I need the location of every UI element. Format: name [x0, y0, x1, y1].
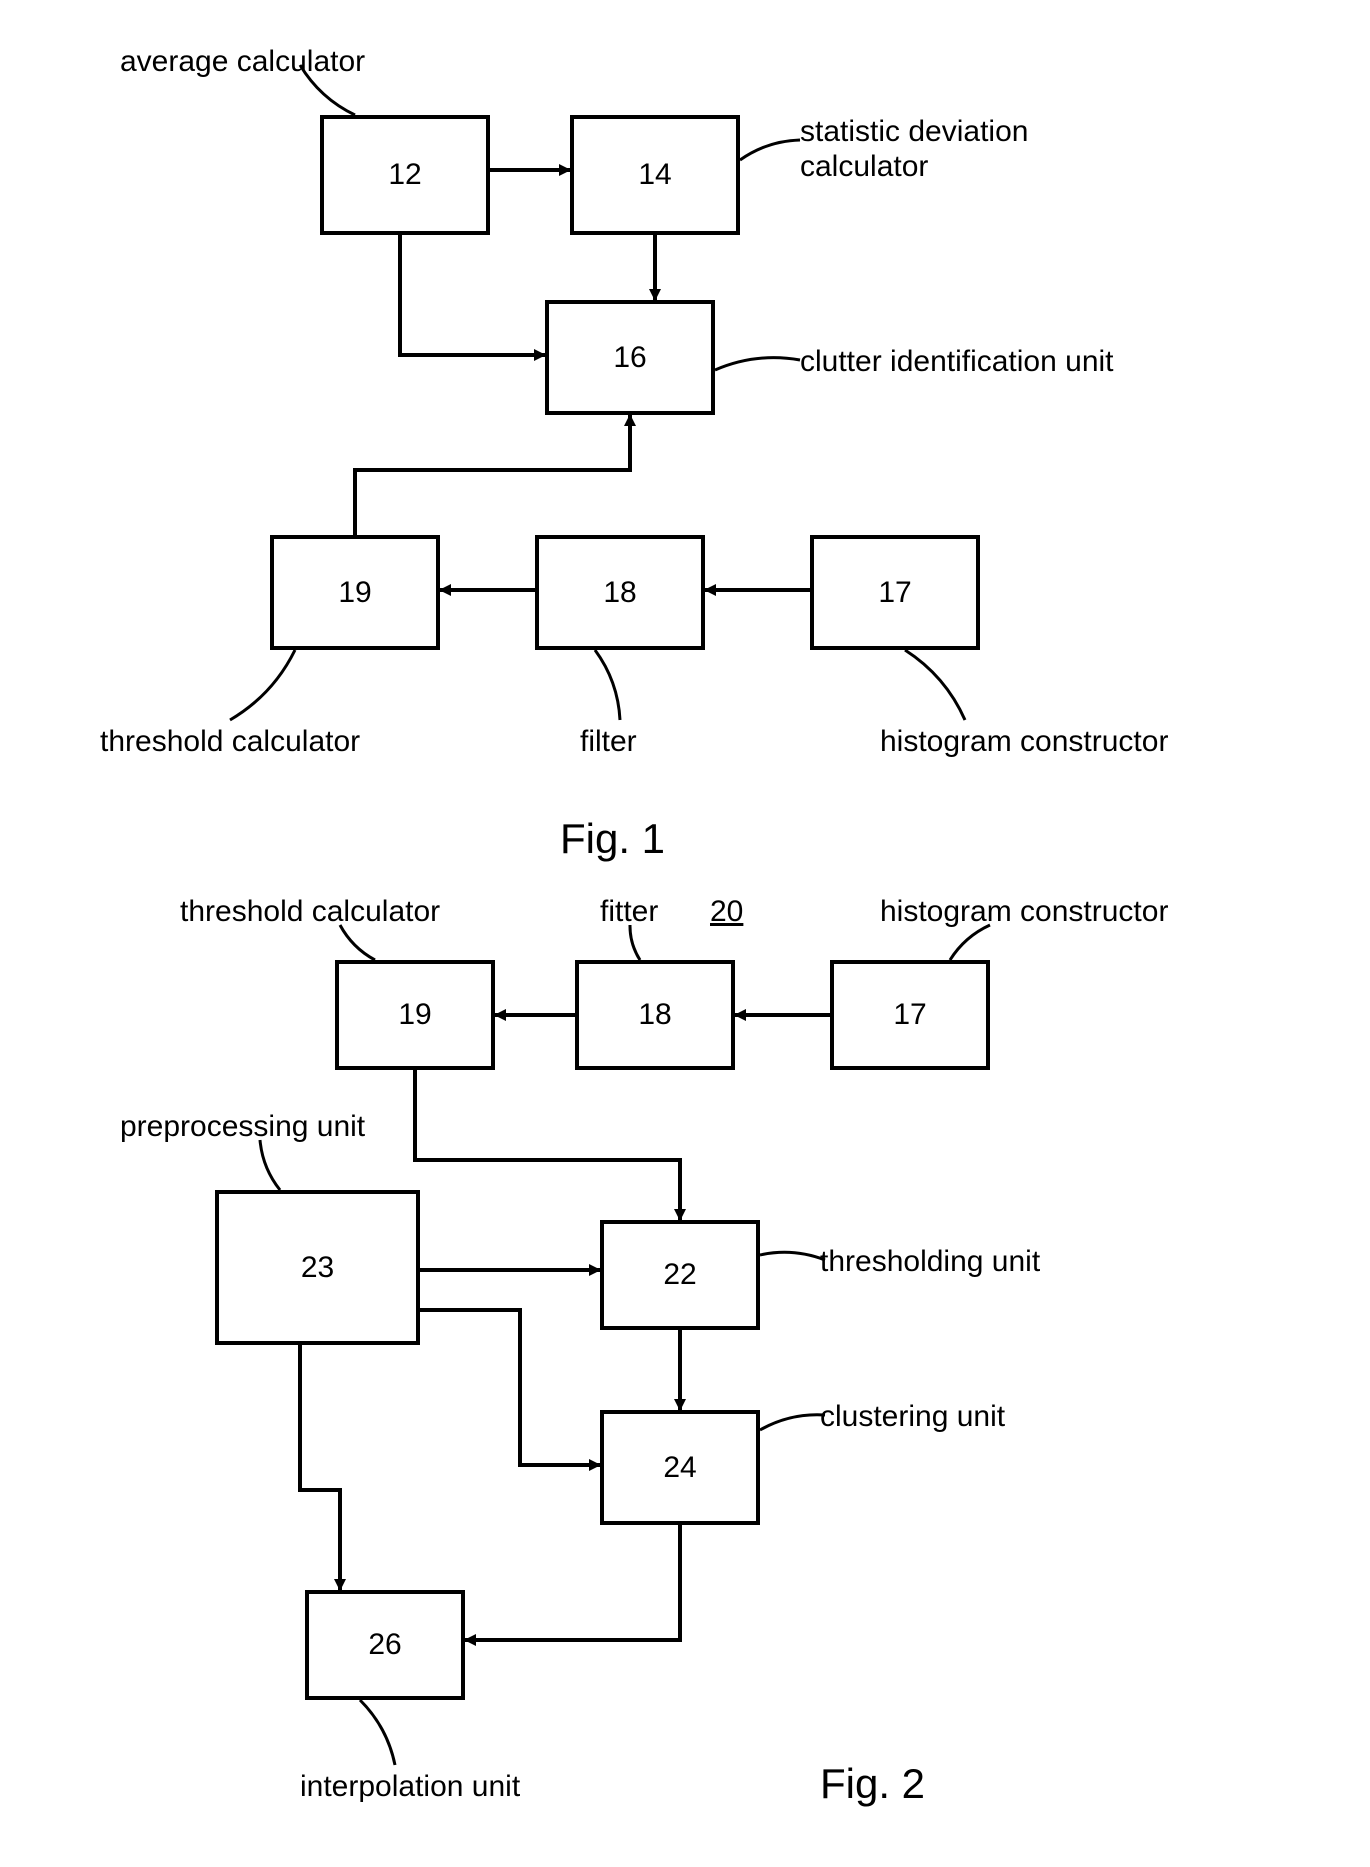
box-16: 16: [545, 300, 715, 415]
box-17-fig2-num: 17: [893, 998, 926, 1032]
box-19-fig1: 19: [270, 535, 440, 650]
label-clustering-unit: clustering unit: [820, 1400, 1005, 1434]
label-threshold-calculator-fig2: threshold calculator: [180, 895, 440, 929]
fig1-caption: Fig. 1: [560, 815, 665, 863]
box-26: 26: [305, 1590, 465, 1700]
label-threshold-calculator-fig1: threshold calculator: [100, 725, 360, 759]
label-fitter: fitter: [600, 895, 658, 929]
box-18-fig2: 18: [575, 960, 735, 1070]
box-14-num: 14: [638, 158, 671, 192]
box-19-fig1-num: 19: [338, 576, 371, 610]
label-histogram-constructor-fig2: histogram constructor: [880, 895, 1168, 929]
box-12: 12: [320, 115, 490, 235]
box-14: 14: [570, 115, 740, 235]
box-19-fig2-num: 19: [398, 998, 431, 1032]
label-histogram-constructor-fig1: histogram constructor: [880, 725, 1168, 759]
box-12-num: 12: [388, 158, 421, 192]
box-17-fig2: 17: [830, 960, 990, 1070]
box-17-fig1: 17: [810, 535, 980, 650]
label-preprocessing-unit: preprocessing unit: [120, 1110, 365, 1144]
box-17-fig1-num: 17: [878, 576, 911, 610]
box-18-fig1: 18: [535, 535, 705, 650]
box-26-num: 26: [368, 1628, 401, 1662]
box-24-num: 24: [663, 1451, 696, 1485]
ref-20: 20: [710, 895, 743, 929]
box-16-num: 16: [613, 341, 646, 375]
label-statistic-deviation-calculator: statistic deviation calculator: [800, 115, 1028, 184]
box-18-fig2-num: 18: [638, 998, 671, 1032]
box-23: 23: [215, 1190, 420, 1345]
box-22: 22: [600, 1220, 760, 1330]
connectors-svg: [0, 0, 1370, 1867]
label-clutter-identification-unit: clutter identification unit: [800, 345, 1114, 379]
label-filter: filter: [580, 725, 637, 759]
box-23-num: 23: [301, 1251, 334, 1285]
label-thresholding-unit: thresholding unit: [820, 1245, 1040, 1279]
box-24: 24: [600, 1410, 760, 1525]
box-22-num: 22: [663, 1258, 696, 1292]
diagram-page: average calculator statistic deviation c…: [0, 0, 1370, 1867]
fig2-caption: Fig. 2: [820, 1760, 925, 1808]
box-18-fig1-num: 18: [603, 576, 636, 610]
label-interpolation-unit: interpolation unit: [300, 1770, 520, 1804]
box-19-fig2: 19: [335, 960, 495, 1070]
label-average-calculator: average calculator: [120, 45, 365, 79]
